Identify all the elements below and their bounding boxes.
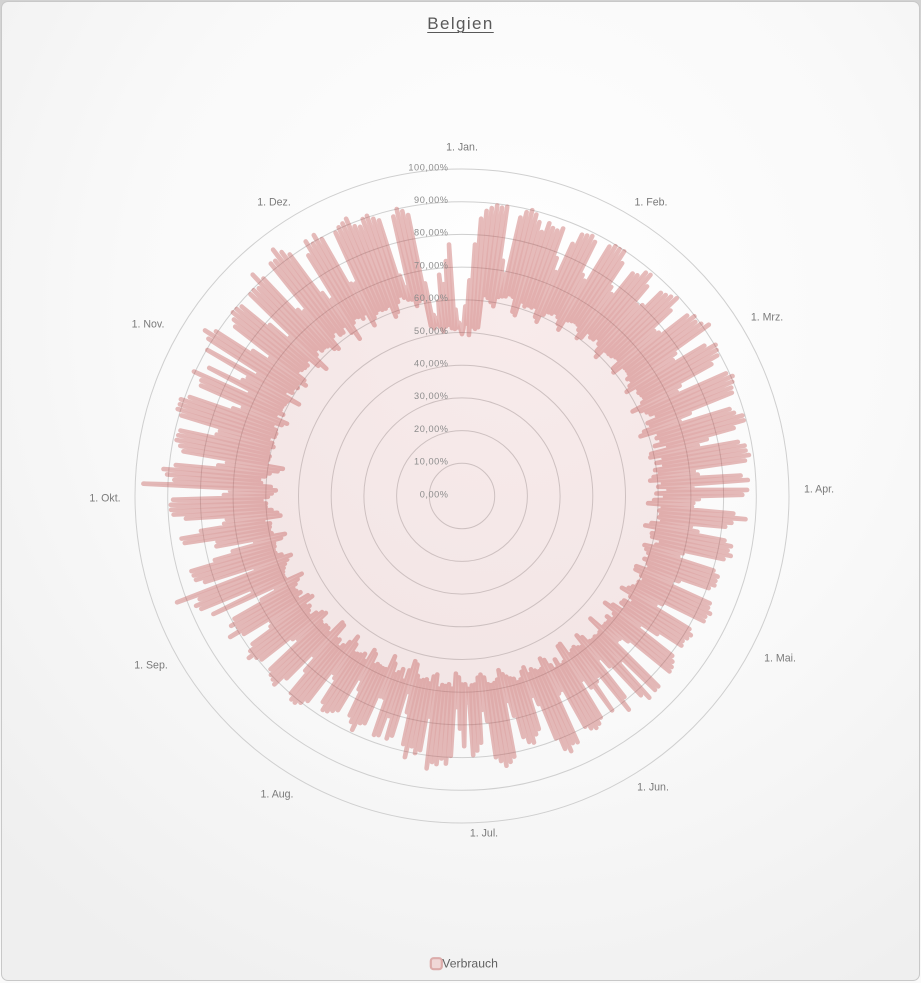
svg-text:1. Jan.: 1. Jan. [446,142,478,154]
svg-text:1. Apr.: 1. Apr. [804,484,834,496]
svg-text:1. Mrz.: 1. Mrz. [751,312,783,324]
svg-text:60,00%: 60,00% [414,293,448,303]
svg-text:1. Jun.: 1. Jun. [637,782,669,794]
svg-text:1. Okt.: 1. Okt. [89,493,120,505]
svg-text:1. Feb.: 1. Feb. [635,197,668,209]
svg-text:1. Dez.: 1. Dez. [257,197,291,209]
svg-text:30,00%: 30,00% [414,391,448,401]
svg-text:50,00%: 50,00% [414,326,448,336]
svg-text:40,00%: 40,00% [414,359,448,369]
svg-text:10,00%: 10,00% [414,457,448,467]
svg-text:20,00%: 20,00% [414,424,448,434]
svg-text:90,00%: 90,00% [414,195,448,205]
svg-text:100,00%: 100,00% [408,162,448,172]
svg-text:70,00%: 70,00% [414,260,448,270]
svg-text:Verbrauch: Verbrauch [442,956,498,970]
svg-text:1. Sep.: 1. Sep. [134,660,168,672]
svg-text:1. Nov.: 1. Nov. [132,319,165,331]
svg-text:1. Jul.: 1. Jul. [470,828,498,840]
svg-text:1. Mai.: 1. Mai. [764,653,796,665]
svg-text:1. Aug.: 1. Aug. [261,789,294,801]
svg-text:80,00%: 80,00% [414,228,448,238]
svg-text:0,00%: 0,00% [420,489,449,499]
